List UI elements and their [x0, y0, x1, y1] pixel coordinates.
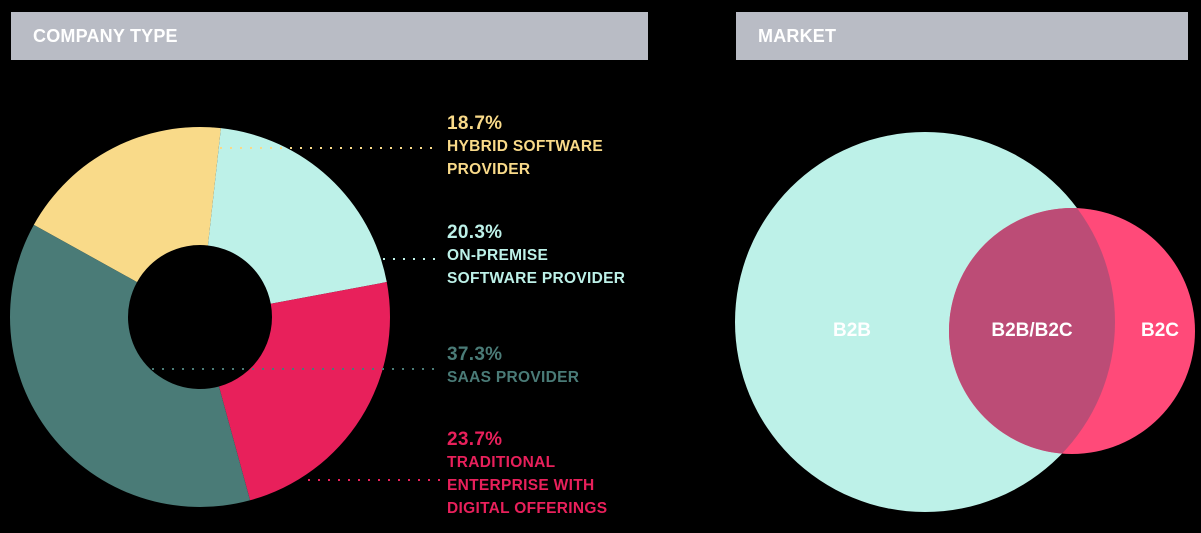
- legend-pct: 23.7%: [447, 429, 503, 450]
- legend-pct: 18.7%: [447, 113, 503, 134]
- market-title: MARKET: [758, 26, 837, 46]
- legend-pct: 20.3%: [447, 222, 503, 243]
- legend-item-saas: 37.3% SAAS PROVIDER: [447, 344, 579, 389]
- market-header: MARKET: [736, 12, 1188, 60]
- legend-label-line: ENTERPRISE WITH: [447, 477, 595, 494]
- venn-b2b-label: B2B: [833, 320, 871, 341]
- venn-overlap-region: [949, 208, 1115, 454]
- legend-label-line: ON-PREMISE: [447, 247, 549, 264]
- legend-label-line: DIGITAL OFFERINGS: [447, 500, 608, 517]
- venn-overlap-label: B2B/B2C: [991, 320, 1073, 341]
- company-type-donut-chart: [10, 126, 391, 507]
- donut-slice-saas: [10, 224, 251, 507]
- market-venn-diagram: B2B B2B/B2C B2C: [735, 132, 1195, 512]
- legend-item-hybrid: 18.7% HYBRID SOFTWARE PROVIDER: [447, 113, 603, 181]
- company-type-header: COMPANY TYPE: [11, 12, 648, 60]
- legend-item-on-premise: 20.3% ON-PREMISE SOFTWARE PROVIDER: [447, 222, 625, 290]
- legend-label-line: PROVIDER: [447, 161, 531, 178]
- legend-item-traditional: 23.7% TRADITIONAL ENTERPRISE WITH DIGITA…: [447, 429, 607, 520]
- legend-label-line: HYBRID SOFTWARE: [447, 138, 604, 155]
- donut-slice-hybrid: [33, 126, 221, 283]
- company-type-title: COMPANY TYPE: [33, 26, 178, 46]
- venn-b2c-label: B2C: [1141, 320, 1179, 341]
- legend-label-line: TRADITIONAL: [447, 454, 556, 471]
- donut-slice-traditional: [218, 282, 391, 501]
- legend-label-line: SAAS PROVIDER: [447, 369, 580, 386]
- legend-label-line: SOFTWARE PROVIDER: [447, 270, 626, 287]
- donut-slice-on-premise: [207, 128, 387, 304]
- legend-pct: 37.3%: [447, 344, 503, 365]
- legend-leader-lines: [152, 147, 440, 481]
